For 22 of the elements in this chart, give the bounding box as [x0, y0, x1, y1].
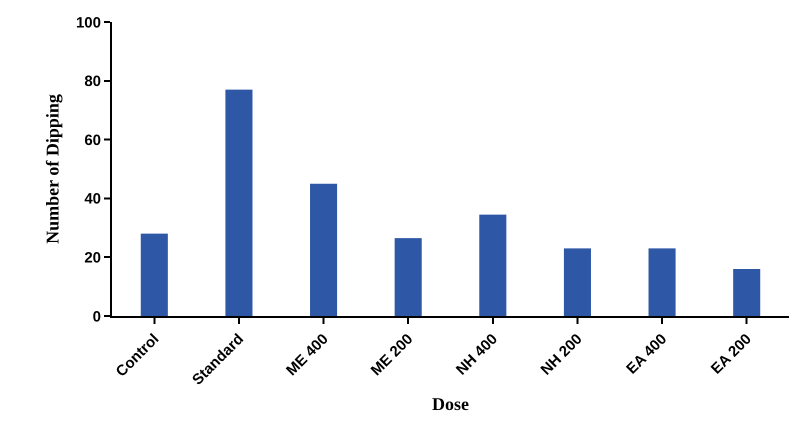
bar [225, 90, 252, 316]
bar [648, 248, 676, 316]
y-axis-title: Number of Dipping [42, 94, 63, 244]
bar [479, 214, 506, 316]
bar [140, 234, 168, 316]
x-tick-label: NH 400 [452, 330, 501, 379]
x-tick-label: EA 400 [623, 330, 670, 378]
bar [394, 238, 422, 316]
y-tick-label: 0 [92, 308, 101, 326]
y-tick-label: 80 [84, 73, 101, 90]
bar [564, 248, 591, 316]
x-tick-label: NH 200 [538, 330, 586, 379]
x-tick-label: ME 200 [368, 330, 416, 380]
x-tick-label: EA 200 [708, 330, 755, 378]
bar [733, 268, 760, 316]
x-tick-label: ME 400 [283, 330, 332, 380]
y-tick-label: 60 [84, 132, 101, 149]
bar [310, 184, 338, 316]
y-tick-label: 100 [76, 14, 101, 32]
y-tick-label: 40 [84, 190, 101, 208]
x-axis-title: Dose [432, 394, 470, 414]
y-tick-label: 20 [84, 249, 101, 266]
